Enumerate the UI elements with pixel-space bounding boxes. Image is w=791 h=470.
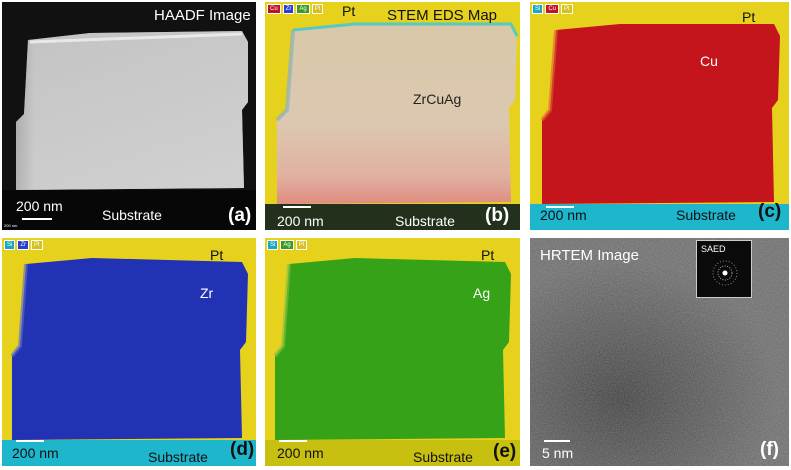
eds-map-image (265, 2, 520, 230)
panel-e-pt-label: Pt (481, 247, 495, 263)
panel-b-letter: (b) (485, 205, 510, 226)
legend-chip-si: Si (532, 4, 544, 14)
panel-c-scale-bar (546, 206, 574, 208)
legend-chip-zr: Zr (17, 240, 30, 250)
panel-e-substrate-label: Substrate (413, 449, 473, 465)
panel-d-letter: (d) (230, 439, 255, 460)
panel-d-substrate-label: Substrate (148, 449, 208, 465)
panel-d-scale-label: 200 nm (12, 445, 59, 461)
panel-c-cu-map: Si Cu Pt Pt Cu 200 nm Substrate (c) (530, 2, 789, 230)
panel-d-element-label: Zr (200, 285, 214, 301)
panel-c-substrate-label: Substrate (676, 207, 736, 223)
cu-map-image (530, 2, 789, 230)
panel-c-scale-label: 200 nm (540, 207, 587, 223)
haadf-image (2, 2, 256, 230)
saed-pattern (712, 260, 738, 286)
panel-e-scale-bar (279, 440, 307, 442)
panel-b-substrate-label: Substrate (395, 213, 455, 229)
panel-e-scale-label: 200 nm (277, 445, 324, 461)
panel-e-ag-map: Si Ag Pt Pt Ag 200 nm Substrate (e) (265, 238, 520, 466)
panel-c-letter: (c) (758, 201, 782, 222)
panel-e-letter: (e) (493, 441, 517, 462)
panel-b-pt-label: Pt (342, 3, 356, 19)
legend-chip-ag: Ag (280, 240, 294, 250)
panel-b-material-label: ZrCuAg (413, 91, 462, 107)
legend-chip-si: Si (267, 240, 279, 250)
panel-f-hrtem: HRTEM Image SAED 5 nm (f) (530, 238, 789, 466)
zr-map-image (2, 238, 256, 466)
legend-chip-cu: Cu (267, 4, 281, 14)
legend-chip-si: Si (4, 240, 16, 250)
legend-chip-pt: Pt (31, 240, 43, 250)
panel-b-scale-bar (283, 206, 311, 208)
panel-e-element-label: Ag (473, 285, 491, 301)
ag-map-image (265, 238, 520, 466)
panel-a-title: HAADF Image (154, 7, 251, 24)
legend-chip-ag: Ag (296, 4, 310, 14)
panel-d-pt-label: Pt (210, 247, 224, 263)
panel-b-scale-label: 200 nm (277, 213, 324, 229)
panel-f-scale-label: 5 nm (542, 445, 574, 461)
legend-chip-pt: Pt (295, 240, 308, 250)
panel-a-letter: (a) (228, 205, 252, 226)
panel-f-title: HRTEM Image (540, 247, 639, 264)
panel-a-haadf: HAADF Image 200 nm Substrate (a) 200 nm (2, 2, 256, 230)
panel-b-legend: Cu Zr Ag Pt (267, 4, 324, 14)
panel-f-scale-bar (544, 440, 570, 442)
panel-c-element-label: Cu (700, 53, 718, 69)
panel-d-legend: Si Zr Pt (4, 240, 43, 250)
panel-d-scale-bar (16, 440, 44, 442)
legend-chip-pt: Pt (561, 4, 573, 14)
legend-chip-cu: Cu (545, 4, 560, 14)
panel-d-zr-map: Si Zr Pt Pt Zr 200 nm Substrate (d) (2, 238, 256, 466)
saed-label: SAED (701, 244, 726, 254)
panel-a-micro-scale: 200 nm (4, 223, 18, 228)
panel-f-letter: (f) (760, 439, 779, 460)
panel-b-eds-map: Cu Zr Ag Pt Pt STEM EDS Map ZrCuAg 200 n… (265, 2, 520, 230)
panel-a-scale-bar (22, 218, 52, 220)
panel-b-title: STEM EDS Map (387, 7, 498, 24)
saed-inset: SAED (696, 240, 752, 298)
legend-chip-zr: Zr (282, 4, 295, 14)
panel-c-legend: Si Cu Pt (532, 4, 573, 14)
legend-chip-pt: Pt (311, 4, 324, 14)
panel-a-substrate-label: Substrate (102, 207, 162, 223)
panel-a-scale-label: 200 nm (16, 198, 63, 214)
panel-c-pt-label: Pt (742, 9, 756, 25)
panel-e-legend: Si Ag Pt (267, 240, 308, 250)
